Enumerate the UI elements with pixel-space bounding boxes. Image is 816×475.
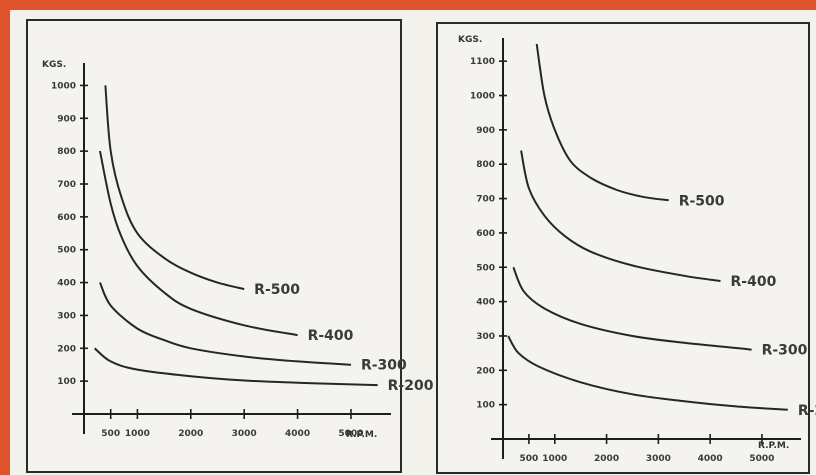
series-label-r-300: R-300 — [762, 343, 808, 359]
y-tick-label: 200 — [57, 344, 76, 354]
y-axis-label: KGS. — [458, 35, 482, 45]
y-tick-label: 400 — [476, 298, 495, 308]
y-tick-label: 900 — [57, 114, 76, 124]
y-tick-label: 300 — [476, 332, 495, 342]
y-tick-label: 1000 — [51, 81, 76, 91]
x-tick-label: 3000 — [232, 429, 257, 439]
x-axis-label: R.P.M. — [758, 441, 789, 451]
series-curve-r-300 — [512, 266, 752, 351]
series-label-r-200: R-200 — [798, 403, 816, 419]
y-tick-label: 1000 — [470, 92, 495, 102]
x-tick-label: 5000 — [749, 454, 774, 464]
y-tick-label: 900 — [476, 126, 495, 136]
y-tick-label: 100 — [57, 377, 76, 387]
y-tick-label: 700 — [57, 180, 76, 190]
y-tick-label: 1100 — [470, 57, 495, 67]
x-tick-label: 4000 — [285, 429, 310, 439]
y-tick-label: 600 — [57, 213, 76, 223]
y-tick-label: 200 — [476, 366, 495, 376]
chart-panel-right: 100 200 300 400 500 600 700 800 900 1000 1100 500 10… — [436, 22, 816, 474]
series-curve-r-500 — [535, 43, 669, 202]
chart-left-svg: 100 200 300 400 500 600 700 800 900 1000 500 1000 20… — [42, 60, 434, 440]
x-tick-label: 4000 — [698, 454, 723, 464]
series-label-r-300: R-300 — [361, 358, 407, 374]
series-curve-r-400 — [520, 150, 721, 282]
y-tick-label: 600 — [476, 229, 495, 239]
y-tick-label: 400 — [57, 279, 76, 289]
y-tick-label: 300 — [57, 311, 76, 321]
x-tick-label: 2000 — [594, 454, 619, 464]
series-curve-r-400 — [99, 150, 298, 337]
x-tick-label: 3000 — [646, 454, 671, 464]
series-label-r-400: R-400 — [308, 328, 354, 344]
series-label-r-200: R-200 — [388, 378, 434, 394]
series-curve-r-500 — [104, 85, 245, 291]
series-curve-r-200 — [507, 335, 788, 411]
y-tick-label: 700 — [476, 195, 495, 205]
chart-right-svg: 100 200 300 400 500 600 700 800 900 1000 1100 500 10… — [458, 35, 816, 464]
y-axis-label: KGS. — [42, 60, 66, 70]
series-label-r-400: R-400 — [731, 274, 777, 290]
x-axis-label: R.P.M. — [346, 430, 377, 440]
series-curve-r-300 — [99, 282, 352, 366]
x-tick-label: 500 — [101, 429, 120, 439]
x-tick-label: 500 — [519, 454, 538, 464]
series-curve-r-200 — [94, 347, 378, 387]
series-label-r-500: R-500 — [679, 193, 725, 209]
y-tick-label: 500 — [476, 263, 495, 273]
x-tick-label: 2000 — [178, 429, 203, 439]
y-tick-label: 500 — [57, 246, 76, 256]
y-tick-label: 100 — [476, 401, 495, 411]
x-tick-label: 5000 — [338, 429, 363, 439]
x-tick-label: 1000 — [125, 429, 150, 439]
y-tick-label: 800 — [57, 147, 76, 157]
series-label-r-500: R-500 — [254, 282, 300, 298]
chart-panel-left: 100 200 300 400 500 600 700 800 900 1000 500 1000 20… — [26, 19, 434, 473]
x-tick-label: 1000 — [542, 454, 567, 464]
y-tick-label: 800 — [476, 160, 495, 170]
